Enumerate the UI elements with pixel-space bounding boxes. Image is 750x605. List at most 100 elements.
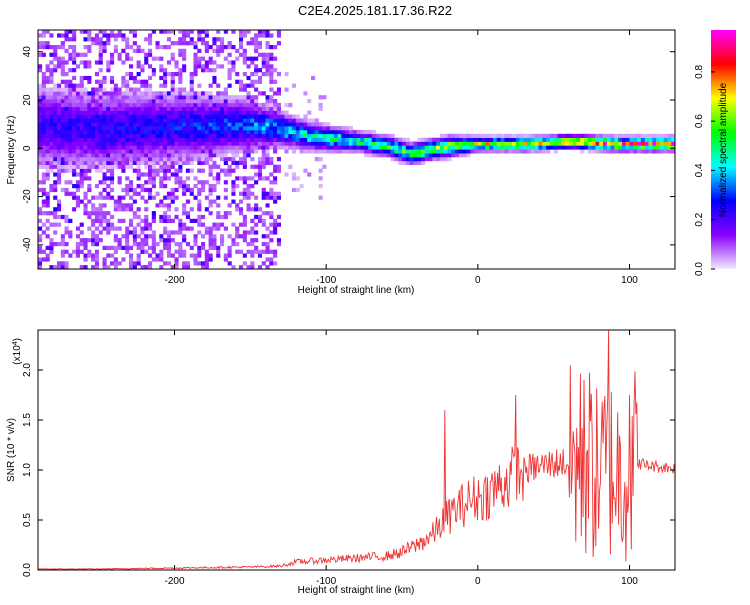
heatmap-cell bbox=[250, 157, 255, 162]
heatmap-cell bbox=[204, 91, 209, 96]
heatmap-cell bbox=[242, 29, 247, 34]
heatmap-cell bbox=[178, 137, 183, 142]
heatmap-cell bbox=[276, 91, 281, 96]
heatmap-cell bbox=[151, 164, 156, 169]
heatmap-cell bbox=[462, 141, 467, 146]
heatmap-cell bbox=[288, 114, 293, 119]
heatmap-cell bbox=[106, 176, 111, 181]
heatmap-cell bbox=[166, 214, 171, 220]
heatmap-cell bbox=[121, 195, 126, 200]
heatmap-cell bbox=[117, 238, 122, 243]
heatmap-cell bbox=[75, 102, 80, 108]
heatmap-cell bbox=[53, 164, 58, 169]
heatmap-cell bbox=[113, 265, 118, 270]
heatmap-cell bbox=[163, 195, 168, 200]
heatmap-cell bbox=[239, 249, 244, 254]
heatmap-cell bbox=[148, 64, 153, 69]
heatmap-cell bbox=[136, 137, 141, 142]
heatmap-cell bbox=[204, 129, 209, 135]
heatmap-cell bbox=[644, 149, 649, 154]
heatmap-cell bbox=[500, 137, 505, 142]
heatmap-cell bbox=[572, 145, 577, 150]
heatmap-cell bbox=[166, 91, 171, 96]
heatmap-cell bbox=[117, 176, 122, 181]
heatmap-cell bbox=[87, 249, 92, 254]
heatmap-cell bbox=[151, 184, 156, 189]
heatmap-cell bbox=[216, 245, 221, 250]
heatmap-cell bbox=[189, 245, 194, 250]
heatmap-cell bbox=[269, 64, 274, 69]
heatmap-cell bbox=[178, 176, 183, 181]
heatmap-cell bbox=[79, 238, 84, 243]
heatmap-cell bbox=[242, 222, 247, 227]
heatmap-cell bbox=[504, 137, 509, 142]
heatmap-cell bbox=[72, 48, 77, 53]
heatmap-cell bbox=[599, 141, 604, 146]
heatmap-cell bbox=[83, 137, 88, 142]
heatmap-cell bbox=[136, 114, 141, 119]
heatmap-cell bbox=[595, 141, 600, 146]
heatmap-cell bbox=[455, 141, 460, 146]
heatmap-cell bbox=[508, 133, 513, 138]
heatmap-cell bbox=[87, 199, 92, 204]
heatmap-cell bbox=[38, 153, 43, 158]
heatmap-cell bbox=[178, 149, 183, 154]
heatmap-cell bbox=[72, 83, 77, 88]
heatmap-cell bbox=[242, 126, 247, 131]
heatmap-cell bbox=[45, 45, 50, 50]
heatmap-cell bbox=[212, 129, 217, 135]
heatmap-cell bbox=[60, 110, 65, 115]
heatmap-cell bbox=[326, 122, 331, 127]
heatmap-cell bbox=[57, 91, 62, 96]
heatmap-cell bbox=[129, 153, 134, 158]
heatmap-cell bbox=[140, 118, 145, 123]
heatmap-cell bbox=[220, 238, 225, 243]
heatmap-cell bbox=[227, 52, 232, 57]
heatmap-cell bbox=[250, 141, 255, 146]
heatmap-cell bbox=[121, 122, 126, 127]
heatmap-cell bbox=[117, 133, 122, 138]
heatmap-cell bbox=[144, 207, 149, 212]
heatmap-cell bbox=[110, 153, 115, 158]
heatmap-cell bbox=[98, 87, 103, 92]
heatmap-cell bbox=[110, 33, 115, 38]
heatmap-cell bbox=[303, 114, 308, 119]
heatmap-cell bbox=[265, 68, 270, 73]
heatmap-cell bbox=[223, 45, 228, 50]
heatmap-cell bbox=[257, 157, 262, 162]
heatmap-cell bbox=[208, 245, 213, 250]
heatmap-cell bbox=[242, 230, 247, 235]
heatmap-cell bbox=[409, 149, 414, 154]
heatmap-cell bbox=[216, 52, 221, 57]
heatmap-cell bbox=[83, 118, 88, 123]
heatmap-cell bbox=[64, 87, 69, 92]
heatmap-cell bbox=[182, 184, 187, 189]
heatmap-cell bbox=[220, 45, 225, 50]
heatmap-cell bbox=[64, 242, 69, 247]
heatmap-cell bbox=[239, 222, 244, 227]
heatmap-cell bbox=[182, 137, 187, 142]
heatmap-cell bbox=[189, 41, 194, 46]
heatmap-cell bbox=[182, 41, 187, 46]
heatmap-cell bbox=[155, 126, 160, 131]
heatmap-cell bbox=[242, 191, 247, 196]
heatmap-cell bbox=[265, 195, 270, 200]
heatmap-cell bbox=[637, 133, 642, 138]
y-tick-label: 1.0 bbox=[22, 463, 33, 477]
heatmap-cell bbox=[576, 133, 581, 138]
heatmap-cell bbox=[458, 141, 463, 146]
heatmap-cell bbox=[144, 149, 149, 154]
heatmap-cell bbox=[140, 238, 145, 243]
heatmap-cell bbox=[231, 29, 236, 34]
heatmap-cell bbox=[83, 129, 88, 135]
heatmap-cell bbox=[648, 141, 653, 146]
heatmap-cell bbox=[227, 249, 232, 254]
heatmap-cell bbox=[83, 203, 88, 208]
heatmap-cell bbox=[121, 126, 126, 131]
heatmap-cell bbox=[508, 145, 513, 150]
heatmap-cell bbox=[633, 133, 638, 138]
heatmap-cell bbox=[117, 122, 122, 127]
heatmap-cell bbox=[257, 79, 262, 84]
heatmap-cell bbox=[424, 141, 429, 146]
heatmap-cell bbox=[136, 153, 141, 158]
